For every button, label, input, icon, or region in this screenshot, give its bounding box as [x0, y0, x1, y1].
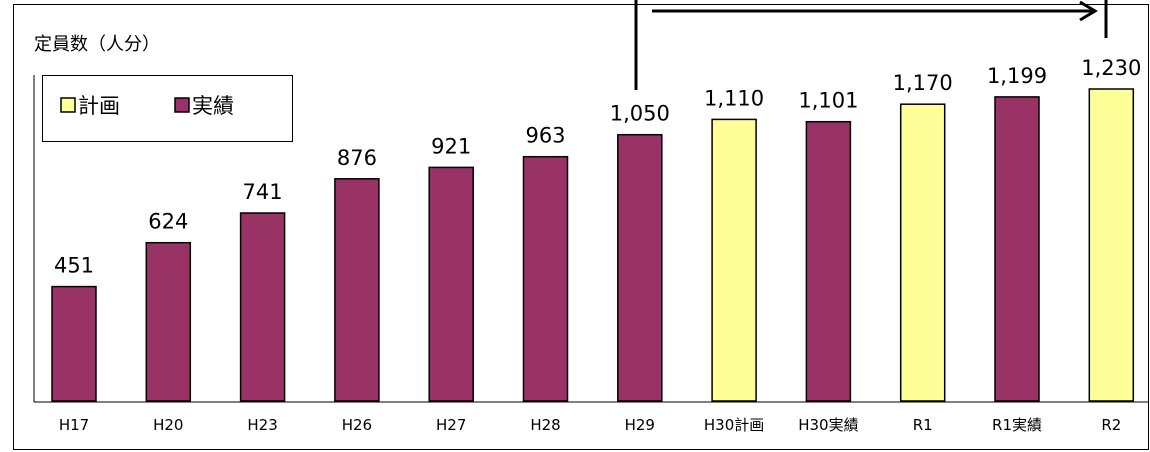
bar-H27 [428, 166, 474, 402]
value-labels: 451 624 741 876 921 963 1,050 1,110 1,101 1,170 1,… [54, 56, 1141, 278]
arrow-head [1079, 0, 1098, 22]
value-label-H23: 741 [243, 180, 283, 204]
tick-label-R1実績: R1実績 [992, 416, 1042, 434]
tick-labels: H17 H20 H23 H26 H27 H28 H29 H30計画 H30実績 R1 R1実績 R2 [59, 416, 1121, 434]
value-label-H26: 876 [337, 146, 377, 170]
legend-label-actual: 実績 [192, 94, 234, 118]
value-label-R1: 1,170 [893, 71, 953, 95]
tick-label-R1: R1 [913, 416, 933, 434]
tick-label-H23: H23 [247, 416, 277, 434]
tick-label-R2: R2 [1101, 416, 1121, 434]
bar-H17 [51, 285, 97, 402]
chart-title: 定員数（人分） [34, 34, 160, 55]
value-label-H27: 921 [431, 134, 471, 158]
tick-label-H28: H28 [530, 416, 560, 434]
bar-H30計画 [711, 118, 757, 402]
bar-H26 [334, 178, 380, 402]
legend-swatch-actual [174, 97, 190, 113]
chart-frame [13, 4, 1149, 450]
arrow-annotation [634, 0, 1108, 90]
tick-label-H26: H26 [342, 416, 372, 434]
bar-R1 [899, 103, 946, 402]
legend: 計画 実績 [42, 75, 293, 142]
bar-H23 [239, 212, 286, 402]
legend-swatch-plan [60, 97, 76, 113]
tick-label-H27: H27 [436, 416, 466, 434]
tick-label-H20: H20 [153, 416, 183, 434]
bars [51, 88, 1135, 402]
tick-label-H17: H17 [59, 416, 89, 434]
value-label-H17: 451 [54, 254, 94, 278]
value-label-H29: 1,050 [610, 102, 670, 126]
value-label-H30実績: 1,101 [798, 89, 858, 113]
bar-R1実績 [994, 96, 1040, 402]
bar-H30実績 [805, 120, 852, 402]
value-label-H28: 963 [525, 124, 565, 148]
tick-label-H29: H29 [625, 416, 655, 434]
bar-H29 [617, 133, 663, 402]
value-label-R1実績: 1,199 [987, 64, 1047, 88]
tick-label-H30実績: H30実績 [798, 416, 858, 434]
bar-H20 [145, 241, 192, 402]
tick-label-H30計画: H30計画 [704, 416, 764, 434]
legend-box [42, 75, 293, 142]
legend-label-plan: 計画 [78, 94, 120, 118]
bar-R2 [1088, 88, 1135, 402]
bar-H28 [522, 155, 569, 402]
value-label-H30計画: 1,110 [704, 86, 764, 110]
value-label-H20: 624 [148, 210, 188, 234]
value-label-R2: 1,230 [1081, 56, 1141, 80]
